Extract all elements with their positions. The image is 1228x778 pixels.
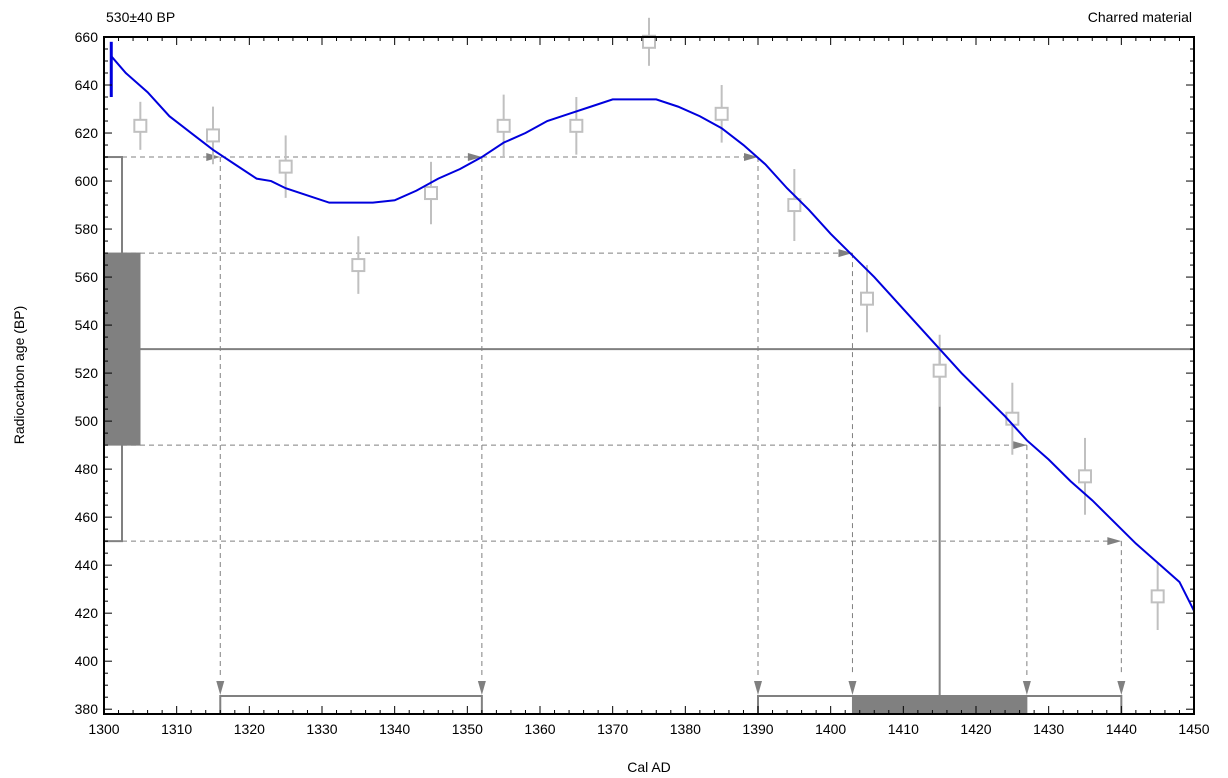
sigma1-lower-arrow-down <box>1022 681 1031 695</box>
y-tick-label: 660 <box>75 29 99 45</box>
data-point-marker <box>424 186 438 201</box>
sigma1-upper-arrow-right <box>838 249 853 258</box>
y-tick-label: 600 <box>75 173 99 189</box>
calibration-curve-line <box>110 55 1195 612</box>
y-tick-label: 380 <box>75 701 99 717</box>
y-tick-label: 500 <box>75 413 99 429</box>
x-axis-label: Cal AD <box>627 759 671 775</box>
y-tick-label: 480 <box>75 461 99 477</box>
data-point-marker <box>278 159 293 174</box>
x-tick-label: 1370 <box>597 721 628 737</box>
x-tick-label: 1440 <box>1106 721 1137 737</box>
y-axis-label: Radiocarbon age (BP) <box>11 306 27 445</box>
y-tick-label: 420 <box>75 605 99 621</box>
x-tick-label: 1340 <box>379 721 410 737</box>
y-tick-label: 460 <box>75 509 99 525</box>
data-points <box>133 17 1165 630</box>
y-tick-label: 580 <box>75 221 99 237</box>
sigma2-upper-arrow-down <box>477 681 486 695</box>
plot-background <box>104 37 1194 714</box>
x-tick-label: 1320 <box>234 721 265 737</box>
x-tick-label: 1400 <box>815 721 846 737</box>
axes: 1300 1310 1320 1330 1340 1350 1360 1370 1380 1390… <box>75 29 1210 737</box>
sigma1-measurement-box <box>103 252 141 446</box>
calibration-curve <box>109 41 1195 612</box>
x-tick-label: 1380 <box>670 721 701 737</box>
data-point-marker <box>1150 589 1165 604</box>
x-tick-label: 1410 <box>888 721 919 737</box>
sigma2-upper-arrow-right <box>744 153 758 162</box>
data-point-marker <box>787 198 802 213</box>
y-tick-label: 440 <box>75 557 99 573</box>
sigma1-range-box <box>851 695 1028 715</box>
data-point-marker <box>642 34 656 49</box>
y-tick-label: 640 <box>75 77 99 93</box>
x-tick-label: 1390 <box>742 721 773 737</box>
sigma1-lower-arrow-right <box>1012 441 1027 450</box>
x-tick-label: 1360 <box>524 721 555 737</box>
sigma2-upper-arrow-right <box>467 153 482 162</box>
y-tick-label: 560 <box>75 269 99 285</box>
calibrated-ranges <box>219 695 1123 715</box>
top-left-label: 530±40 BP <box>106 9 175 25</box>
y-tick-label: 400 <box>75 653 99 669</box>
x-tick-label: 1350 <box>452 721 483 737</box>
measurement-distribution <box>103 156 141 543</box>
data-point-marker <box>860 291 874 306</box>
data-point-marker <box>714 106 729 121</box>
sigma2-upper-arrow-down <box>216 681 225 695</box>
plot-frame <box>103 36 1195 715</box>
sigma2-upper-arrow-down <box>754 681 762 695</box>
x-tick-label: 1300 <box>88 721 119 737</box>
y-tick-label: 620 <box>75 125 99 141</box>
y-tick-label: 520 <box>75 365 99 381</box>
sigma2-lower-arrow-down <box>1117 681 1126 695</box>
data-point-marker <box>569 118 584 133</box>
y-tick-label: 540 <box>75 317 99 333</box>
data-point-marker <box>133 118 148 133</box>
data-point-marker <box>496 118 511 133</box>
x-tick-label: 1450 <box>1178 721 1209 737</box>
data-point-marker <box>206 128 220 143</box>
x-tick-label: 1420 <box>960 721 991 737</box>
data-point-marker <box>932 363 947 378</box>
sigma1-upper-arrow-down <box>848 681 857 695</box>
data-point-marker <box>351 258 366 273</box>
guide-lines <box>104 153 1194 696</box>
data-point-marker <box>1078 469 1092 484</box>
top-right-label: Charred material <box>1088 9 1192 25</box>
x-tick-label: 1430 <box>1033 721 1064 737</box>
x-tick-label: 1310 <box>161 721 192 737</box>
x-tick-label: 1330 <box>306 721 337 737</box>
sigma2-lower-arrow-right <box>1107 537 1122 546</box>
